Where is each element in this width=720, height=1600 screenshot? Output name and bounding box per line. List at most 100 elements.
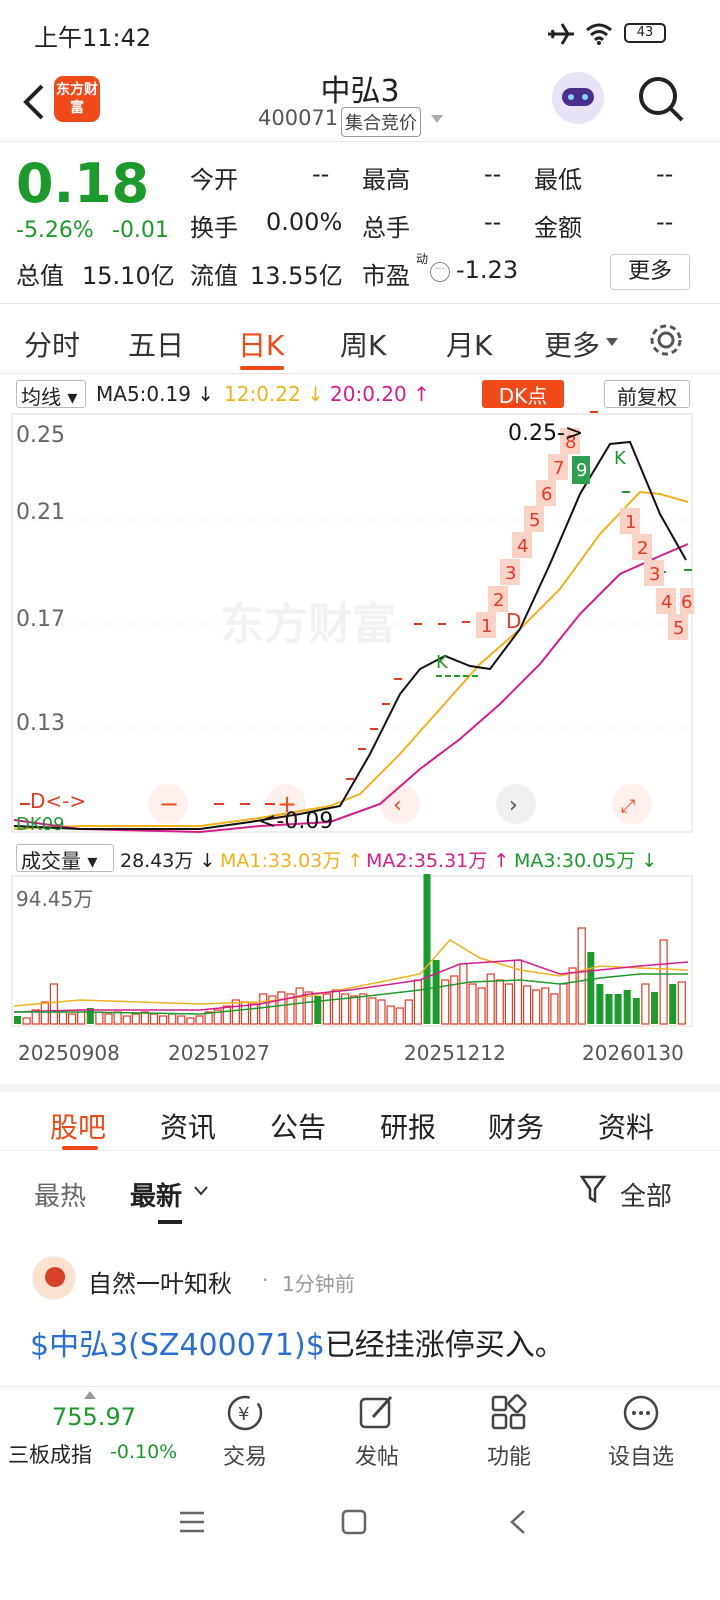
forum-feed: 最热 最新 全部 自然一叶知秋 · 1分钟前 $中弘3(SZ400071)$已经… [0, 1150, 720, 1386]
stock-code: 400071 [258, 106, 339, 130]
volume-bar [113, 1011, 122, 1025]
post-time: 1分钟前 [282, 1272, 355, 1296]
svg-text:2: 2 [637, 538, 648, 559]
filter-icon[interactable] [580, 1174, 610, 1206]
ma5-line [13, 440, 687, 830]
volume-bar [450, 975, 459, 1025]
quote-panel: 0.18 -5.26% -0.01 今开 -- 最高 -- 最低 -- 换手 0… [0, 142, 720, 304]
svg-text:1: 1 [625, 512, 636, 533]
pe-dynamic-mark: 动 [416, 252, 429, 266]
back-icon[interactable] [14, 80, 58, 124]
volume-selector[interactable]: 成交量 ▾ [16, 844, 114, 873]
dk-points-button[interactable]: DK点 [482, 380, 564, 408]
settings-gear-icon[interactable] [648, 322, 684, 358]
caret-up-icon [84, 1391, 96, 1399]
active-tab-indicator [62, 1146, 98, 1150]
trade-button[interactable]: ¥ 交易 [200, 1393, 290, 1471]
auction-status-tag: 集合竞价 [341, 107, 421, 137]
stock-header: 中弘3 400071 集合竞价 [0, 62, 720, 142]
assistant-robot-icon[interactable] [552, 72, 604, 124]
vol-ma1-line [13, 939, 689, 1007]
adjust-mode-button[interactable]: 前复权 [604, 380, 690, 409]
volume-bar [140, 1011, 149, 1025]
tab-intraday[interactable]: 分时 [24, 329, 81, 362]
post-body[interactable]: $中弘3(SZ400071)$已经挂涨停买入。 [30, 1320, 565, 1364]
system-back-icon[interactable] [506, 1508, 530, 1536]
volume-bar [277, 991, 286, 1025]
tab-forum[interactable]: 股吧 [50, 1111, 107, 1144]
sort-hot[interactable]: 最热 [34, 1182, 87, 1212]
more-button[interactable]: 更多 [610, 254, 690, 290]
stock-link[interactable]: $中弘3(SZ400071)$ [30, 1328, 325, 1363]
volume-bar [314, 996, 322, 1024]
svg-text:¥: ¥ [238, 1404, 249, 1425]
tab-profile[interactable]: 资料 [598, 1111, 655, 1144]
ma-selector[interactable]: 均线 ▾ [16, 380, 86, 409]
menu-icon[interactable] [178, 1510, 206, 1534]
home-icon[interactable] [340, 1508, 368, 1536]
volume-bar [459, 963, 468, 1025]
last-price: 0.18 [16, 152, 150, 215]
ma12-legend: 12:0.22 ↓ [224, 382, 324, 406]
amount-value: -- [656, 208, 674, 236]
volume-bar [58, 1011, 68, 1025]
high-value: -- [484, 160, 502, 188]
scroll-right-button [496, 784, 536, 824]
add-watchlist-button[interactable]: 设自选 [596, 1393, 686, 1471]
tab-announcements[interactable]: 公告 [270, 1111, 327, 1144]
index-change: -0.10% [110, 1441, 178, 1463]
fullscreen-button [612, 784, 652, 824]
tab-daily-k[interactable]: 日K [238, 329, 285, 362]
tab-weekly-k[interactable]: 周K [340, 329, 387, 362]
post-username[interactable]: 自然一叶知秋 [88, 1270, 232, 1298]
volume-bar [550, 993, 559, 1025]
svg-text:4: 4 [661, 592, 672, 613]
volume-bar [204, 1011, 213, 1025]
volume-bar [177, 1015, 186, 1025]
tab-research[interactable]: 研报 [380, 1111, 437, 1144]
open-label: 今开 [190, 166, 238, 194]
tab-five-day[interactable]: 五日 [128, 329, 185, 362]
y-tick-label: 0.13 [16, 711, 65, 736]
function-icon [491, 1394, 527, 1430]
zoom-in-button [266, 784, 306, 824]
volume-bar [131, 1013, 140, 1025]
volume-current: 28.43万 [120, 850, 194, 872]
volume-bar [250, 1003, 259, 1025]
caret-down-icon[interactable] [430, 114, 444, 124]
chevron-down-icon [194, 1186, 208, 1196]
svg-text:4: 4 [517, 536, 528, 557]
user-avatar[interactable] [32, 1256, 76, 1300]
filter-all[interactable]: 全部 [620, 1182, 673, 1212]
zoom-in-icon: + [277, 790, 297, 818]
status-bar: 上午11:42 43 [0, 0, 720, 62]
kline-chart-area: 均线 ▾ MA5:0.19 ↓ 12:0.22 ↓ 20:0.20 ↑ DK点 … [0, 374, 720, 1084]
tab-news[interactable]: 资讯 [160, 1111, 217, 1144]
kline-chart[interactable]: 东方财富 K K D 1 2 3 4 5 6 7 8 9 1 [0, 374, 720, 1084]
flat-candles [20, 411, 598, 805]
bottom-toolbar: 755.97 三板成指 -0.10% ¥ 交易 发帖 功能 设自选 [0, 1386, 720, 1476]
volume-bar [295, 987, 304, 1025]
index-value[interactable]: 755.97 [52, 1403, 136, 1431]
post-button[interactable]: 发帖 [332, 1393, 422, 1471]
volume-bar [504, 983, 513, 1025]
vol-ma2-legend: MA2:35.31万 ↑ [366, 850, 510, 872]
function-button[interactable]: 功能 [464, 1393, 554, 1471]
system-navigation [0, 1476, 720, 1600]
svg-text:3: 3 [505, 563, 516, 584]
volume-bar [359, 993, 368, 1025]
volume-bar [468, 983, 477, 1025]
svg-text:2: 2 [493, 590, 504, 611]
index-name[interactable]: 三板成指 [8, 1443, 92, 1467]
tab-monthly-k[interactable]: 月K [446, 329, 493, 362]
search-icon[interactable] [636, 74, 686, 124]
wifi-icon [586, 23, 612, 45]
volume-selector-label: 成交量 [21, 849, 81, 873]
battery-icon: 43 [624, 23, 666, 43]
volume-bars [14, 874, 686, 1025]
tab-finance[interactable]: 财务 [488, 1111, 545, 1144]
pe-info-icon[interactable]: ··· [430, 262, 450, 282]
sort-latest[interactable]: 最新 [130, 1182, 183, 1212]
volume-bar [286, 993, 295, 1025]
tab-more[interactable]: 更多 [544, 329, 601, 362]
